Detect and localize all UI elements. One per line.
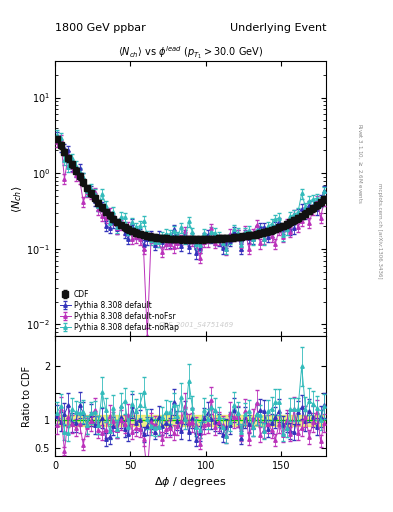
Text: mcplots.cern.ch [arXiv:1306.3436]: mcplots.cern.ch [arXiv:1306.3436]: [377, 183, 382, 278]
Y-axis label: Ratio to CDF: Ratio to CDF: [22, 366, 32, 426]
Text: 1800 GeV ppbar: 1800 GeV ppbar: [55, 23, 146, 33]
X-axis label: $\Delta\phi$ / degrees: $\Delta\phi$ / degrees: [154, 475, 227, 489]
Text: Rivet 3.1.10, $\geq$ 2.6M events: Rivet 3.1.10, $\geq$ 2.6M events: [356, 123, 364, 204]
Text: Underlying Event: Underlying Event: [230, 23, 326, 33]
Title: $\langle N_{ch}\rangle$ vs $\phi^{lead}$ $(p_{T_1} > 30.0$ GeV$)$: $\langle N_{ch}\rangle$ vs $\phi^{lead}$…: [118, 44, 263, 61]
Legend: CDF, Pythia 8.308 default, Pythia 8.308 default-noFsr, Pythia 8.308 default-noRa: CDF, Pythia 8.308 default, Pythia 8.308 …: [59, 289, 180, 332]
Y-axis label: $\langle N_{ch}\rangle$: $\langle N_{ch}\rangle$: [10, 185, 24, 212]
Text: CDF_2001_S4751469: CDF_2001_S4751469: [158, 321, 234, 328]
